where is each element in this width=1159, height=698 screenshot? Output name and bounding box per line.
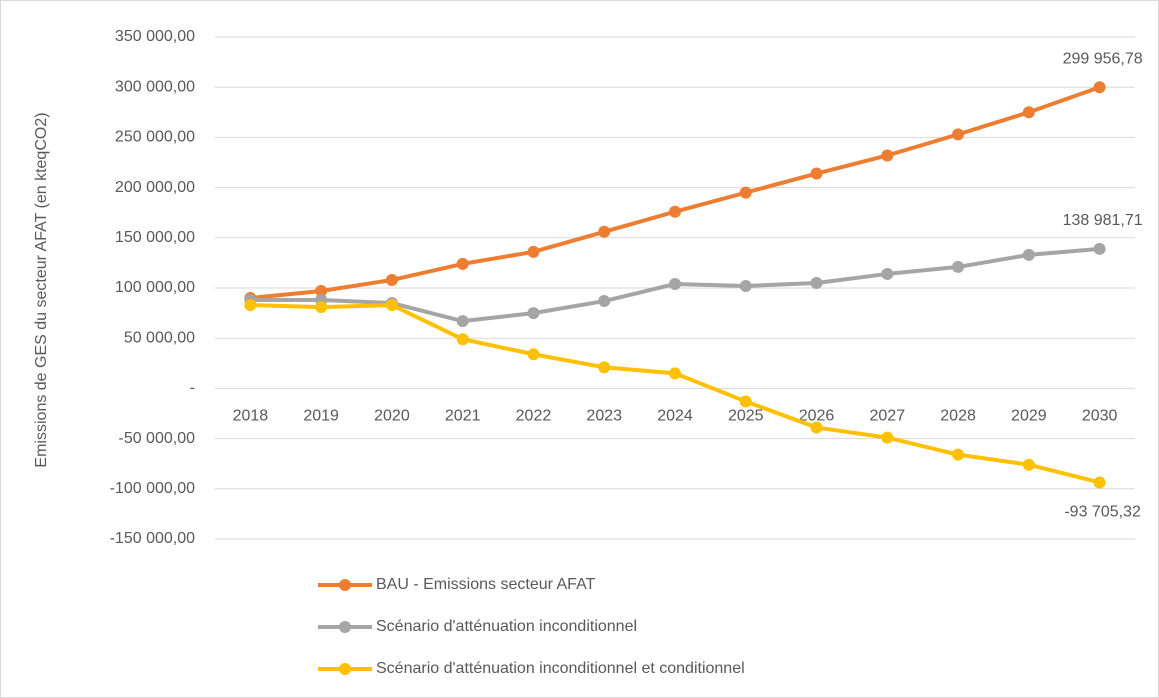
y-tick-label: -50 000,00 bbox=[118, 430, 195, 447]
data-point bbox=[669, 205, 681, 218]
x-tick-label: 2018 bbox=[233, 408, 269, 425]
x-tick-label: 2030 bbox=[1082, 408, 1118, 425]
data-point bbox=[244, 299, 257, 312]
data-point bbox=[1093, 242, 1106, 255]
data-point bbox=[669, 367, 681, 380]
x-tick-label: 2023 bbox=[586, 408, 622, 425]
data-label: 299 956,78 bbox=[1063, 50, 1143, 67]
data-point bbox=[952, 448, 965, 461]
data-point bbox=[385, 299, 398, 312]
data-point bbox=[810, 421, 823, 434]
data-point bbox=[810, 276, 823, 289]
y-tick-label: 150 000,00 bbox=[115, 229, 195, 246]
data-point bbox=[527, 348, 540, 361]
data-point bbox=[952, 260, 965, 273]
data-point bbox=[1022, 458, 1035, 471]
x-tick-label: 2027 bbox=[870, 408, 906, 425]
data-point bbox=[881, 431, 894, 444]
data-point bbox=[598, 295, 611, 308]
data-label: -93 705,32 bbox=[1064, 504, 1141, 521]
legend-marker bbox=[339, 621, 351, 633]
data-point bbox=[456, 333, 469, 346]
data-point bbox=[598, 225, 611, 238]
data-point bbox=[739, 186, 752, 199]
data-point bbox=[1022, 248, 1035, 261]
y-tick-label: 350 000,00 bbox=[115, 28, 195, 45]
x-tick-label: 2022 bbox=[516, 408, 552, 425]
data-point bbox=[456, 257, 469, 270]
y-tick-label: -150 000,00 bbox=[110, 530, 196, 547]
x-tick-label: 2019 bbox=[303, 408, 339, 425]
data-point bbox=[952, 128, 965, 141]
y-tick-label: 200 000,00 bbox=[115, 179, 195, 196]
legend-label: Scénario d'atténuation inconditionnel bbox=[376, 618, 637, 635]
y-tick-label: 50 000,00 bbox=[124, 329, 195, 346]
x-tick-label: 2024 bbox=[657, 408, 693, 425]
x-tick-label: 2021 bbox=[445, 408, 481, 425]
legend-marker bbox=[339, 579, 351, 591]
data-point bbox=[315, 301, 328, 314]
legend-label: Scénario d'atténuation inconditionnel et… bbox=[376, 660, 745, 677]
y-tick-label: -100 000,00 bbox=[110, 480, 196, 497]
y-axis-label: Emissions de GES du secteur AFAT (en kte… bbox=[33, 112, 50, 467]
data-point bbox=[739, 279, 752, 292]
x-tick-label: 2026 bbox=[799, 408, 835, 425]
x-tick-label: 2029 bbox=[1011, 408, 1047, 425]
data-point bbox=[527, 245, 540, 258]
y-tick-label: 250 000,00 bbox=[115, 129, 195, 146]
x-tick-label: 2028 bbox=[940, 408, 976, 425]
data-point bbox=[385, 273, 398, 286]
x-tick-label: 2020 bbox=[374, 408, 410, 425]
data-point bbox=[1093, 81, 1106, 94]
data-point bbox=[881, 267, 894, 280]
data-point bbox=[456, 315, 469, 328]
y-tick-label: - bbox=[190, 380, 195, 397]
data-label: 138 981,71 bbox=[1063, 212, 1143, 229]
data-point bbox=[1022, 106, 1035, 119]
x-tick-label: 2025 bbox=[728, 408, 764, 425]
data-point bbox=[881, 149, 894, 162]
legend-label: BAU - Emissions secteur AFAT bbox=[376, 576, 596, 593]
data-point bbox=[315, 285, 328, 298]
legend-marker bbox=[339, 663, 351, 675]
y-tick-label: 100 000,00 bbox=[115, 279, 195, 296]
data-point bbox=[598, 361, 611, 374]
data-point bbox=[739, 395, 752, 408]
data-point bbox=[527, 307, 540, 320]
data-point bbox=[810, 167, 823, 180]
data-point bbox=[1093, 476, 1106, 489]
data-point bbox=[669, 277, 681, 290]
y-tick-label: 300 000,00 bbox=[115, 78, 195, 95]
